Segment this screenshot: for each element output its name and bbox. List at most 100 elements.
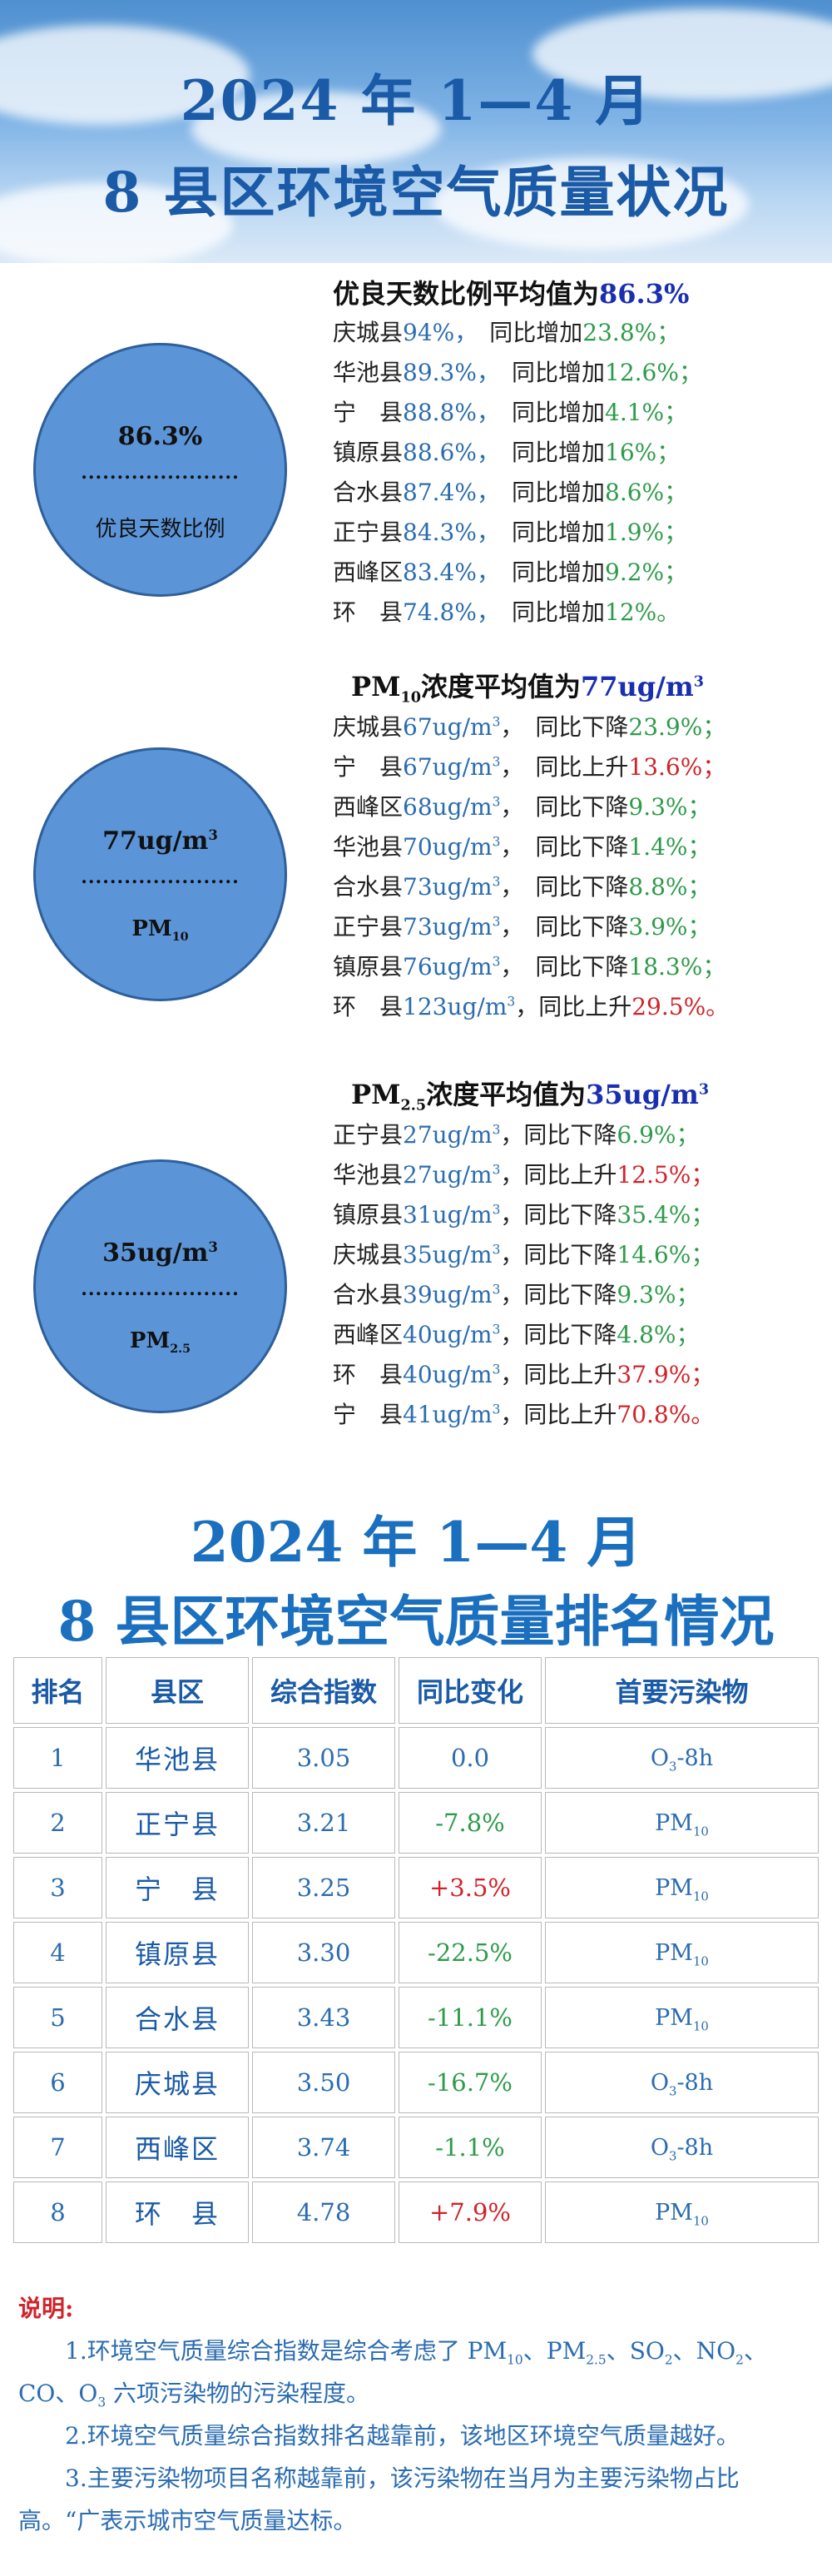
change-label: ，同比上升 xyxy=(515,993,632,1020)
unit-superscript: 3 xyxy=(492,1122,501,1138)
county-name: 宁 县 xyxy=(333,753,404,781)
county-name: 庆城县 xyxy=(333,713,404,741)
good-days-circle: 86.3% ...................... 优良天数比例 xyxy=(33,343,287,597)
list-item: 环 县123ug/m3，同比上升29.5%。 xyxy=(333,987,729,1027)
list-item: 宁 县88.8%， 同比增加4.1%； xyxy=(333,393,702,433)
index-cell: 4.78 xyxy=(252,2181,395,2243)
change-cell: -1.1% xyxy=(399,2117,542,2178)
pm25-list: 正宁县27ug/m3，同比下降6.9%； 华池县27ug/m3，同比上升12.5%… xyxy=(333,1115,714,1435)
list-item: 西峰区83.4%， 同比增加9.2%； xyxy=(333,553,702,593)
circle-value: 86.3% xyxy=(117,422,203,451)
county-cell: 合水县 xyxy=(106,1987,249,2048)
change-label: ，同比上升 xyxy=(500,1161,617,1189)
ratio-value: 94%， xyxy=(403,319,467,346)
county-name: 华池县 xyxy=(333,1161,404,1189)
change-value: 18.3%； xyxy=(628,953,726,980)
list-item: 西峰区40ug/m3，同比下降4.8%； xyxy=(333,1315,714,1355)
change-value: 13.6%； xyxy=(628,753,726,781)
unit-superscript: 3 xyxy=(492,1282,501,1298)
pm10-list: 庆城县67ug/m3， 同比下降23.9%；宁 县67ug/m3， 同比上升13… xyxy=(333,707,729,1027)
change-cell: +7.9% xyxy=(399,2181,542,2243)
change-label: 同比增加 xyxy=(511,399,605,426)
county-name: 宁 县 xyxy=(333,399,404,426)
concentration-value: 123ug/m xyxy=(403,993,508,1020)
change-label: 同比增加 xyxy=(511,519,605,546)
ratio-value: 88.8%， xyxy=(403,399,488,426)
table-row: 6 庆城县 3.50 -16.7% O3-8h xyxy=(13,2052,819,2113)
county-cell: 镇原县 xyxy=(106,1922,249,1983)
change-label: ， 同比下降 xyxy=(500,833,629,861)
unit-superscript: 3 xyxy=(492,1322,501,1338)
unit-superscript: 3 xyxy=(492,794,501,810)
list-item: 华池县70ug/m3， 同比下降1.4%； xyxy=(333,827,729,867)
county-name: 庆城县 xyxy=(333,1241,404,1268)
change-label: ， 同比上升 xyxy=(500,753,629,781)
ratio-value: 83.4%， xyxy=(403,558,488,586)
good-days-avg: 86.3% xyxy=(599,278,690,310)
list-item: 环 县74.8%， 同比增加12%。 xyxy=(333,593,702,633)
county-name: 环 县 xyxy=(333,598,404,626)
change-cell: -11.1% xyxy=(399,1987,542,2048)
circle-dots: ...................... xyxy=(81,866,240,888)
county-name: 正宁县 xyxy=(333,1121,404,1149)
table-row: 4 镇原县 3.30 -22.5% PM10 xyxy=(13,1922,819,1983)
list-item: 正宁县73ug/m3， 同比下降3.9%； xyxy=(333,907,729,947)
change-cell: +3.5% xyxy=(399,1857,542,1918)
county-cell: 庆城县 xyxy=(106,2052,249,2113)
county-cell: 环 县 xyxy=(106,2181,249,2243)
unit-superscript: 3 xyxy=(492,914,501,930)
header-banner: 2024 年 1—4 月 8 县区环境空气质量状况 xyxy=(0,0,832,263)
pollutant-cell: PM10 xyxy=(545,1857,819,1918)
header-title-line1: 2024 年 1—4 月 xyxy=(180,68,652,133)
notes: 说明: 1.环境空气质量综合指数是综合考虑了 PM10、PM2.5、SO2、NO… xyxy=(18,2287,817,2542)
ratio-value: 84.3%， xyxy=(403,519,488,546)
change-label: ， 同比下降 xyxy=(500,953,629,980)
concentration-value: 73ug/m xyxy=(403,873,493,901)
col-header-city: 县区 xyxy=(106,1657,249,1724)
list-item: 宁 县41ug/m3，同比上升70.8%。 xyxy=(333,1395,714,1435)
concentration-value: 40ug/m xyxy=(403,1361,493,1388)
change-value: 12.6%； xyxy=(605,359,702,386)
col-header-pollutant: 首要污染物 xyxy=(545,1657,819,1724)
ranking-title-line1: 2024 年 1—4 月 xyxy=(190,1510,642,1575)
circle-label: PM xyxy=(131,916,172,941)
change-label: ， 同比下降 xyxy=(500,873,629,901)
rank-cell: 5 xyxy=(13,1987,102,2048)
change-value: 29.5%。 xyxy=(631,993,730,1020)
change-value: 8.8%； xyxy=(628,873,711,901)
unit-superscript: 3 xyxy=(492,754,501,770)
county-cell: 宁 县 xyxy=(106,1857,249,1918)
pollutant-cell: O3-8h xyxy=(545,2117,819,2178)
list-item: 镇原县76ug/m3， 同比下降18.3%； xyxy=(333,947,729,987)
pollutant-cell: PM10 xyxy=(545,2181,819,2243)
concentration-value: 68ug/m xyxy=(403,793,493,821)
note-1: 1.环境空气质量综合指数是综合考虑了 PM10、PM2.5、SO2、NO2、CO… xyxy=(18,2337,767,2410)
concentration-value: 73ug/m xyxy=(403,913,493,941)
change-cell: -7.8% xyxy=(399,1792,542,1854)
change-value: 3.9%； xyxy=(628,913,711,941)
county-name: 镇原县 xyxy=(333,953,404,980)
change-value: 16%； xyxy=(605,439,681,466)
table-header-row: 排名 县区 综合指数 同比变化 首要污染物 xyxy=(13,1657,819,1724)
rank-cell: 2 xyxy=(13,1792,102,1854)
pollutant-cell: PM10 xyxy=(545,1792,819,1854)
change-label: ，同比下降 xyxy=(500,1121,617,1149)
col-header-change: 同比变化 xyxy=(399,1657,542,1724)
list-item: 合水县73ug/m3， 同比下降8.8%； xyxy=(333,867,729,907)
change-label: ，同比上升 xyxy=(500,1361,617,1388)
change-value: 37.9%； xyxy=(617,1361,715,1388)
concentration-value: 67ug/m xyxy=(403,753,493,781)
concentration-value: 70ug/m xyxy=(403,833,493,861)
col-header-rank: 排名 xyxy=(13,1657,102,1724)
index-cell: 3.05 xyxy=(252,1727,395,1789)
index-cell: 3.74 xyxy=(252,2117,395,2178)
county-cell: 华池县 xyxy=(106,1727,249,1789)
list-item: 镇原县31ug/m3，同比下降35.4%； xyxy=(333,1195,714,1235)
concentration-value: 31ug/m xyxy=(403,1201,493,1228)
change-value: 1.4%； xyxy=(628,833,711,861)
good-days-list: 庆城县94%， 同比增加23.8%； 华池县89.3%， 同比增加12.6%；宁 … xyxy=(333,313,702,633)
circle-dots: ...................... xyxy=(81,1278,240,1300)
list-item: 宁 县67ug/m3， 同比上升13.6%； xyxy=(333,747,729,787)
change-label: 同比增加 xyxy=(511,479,605,506)
